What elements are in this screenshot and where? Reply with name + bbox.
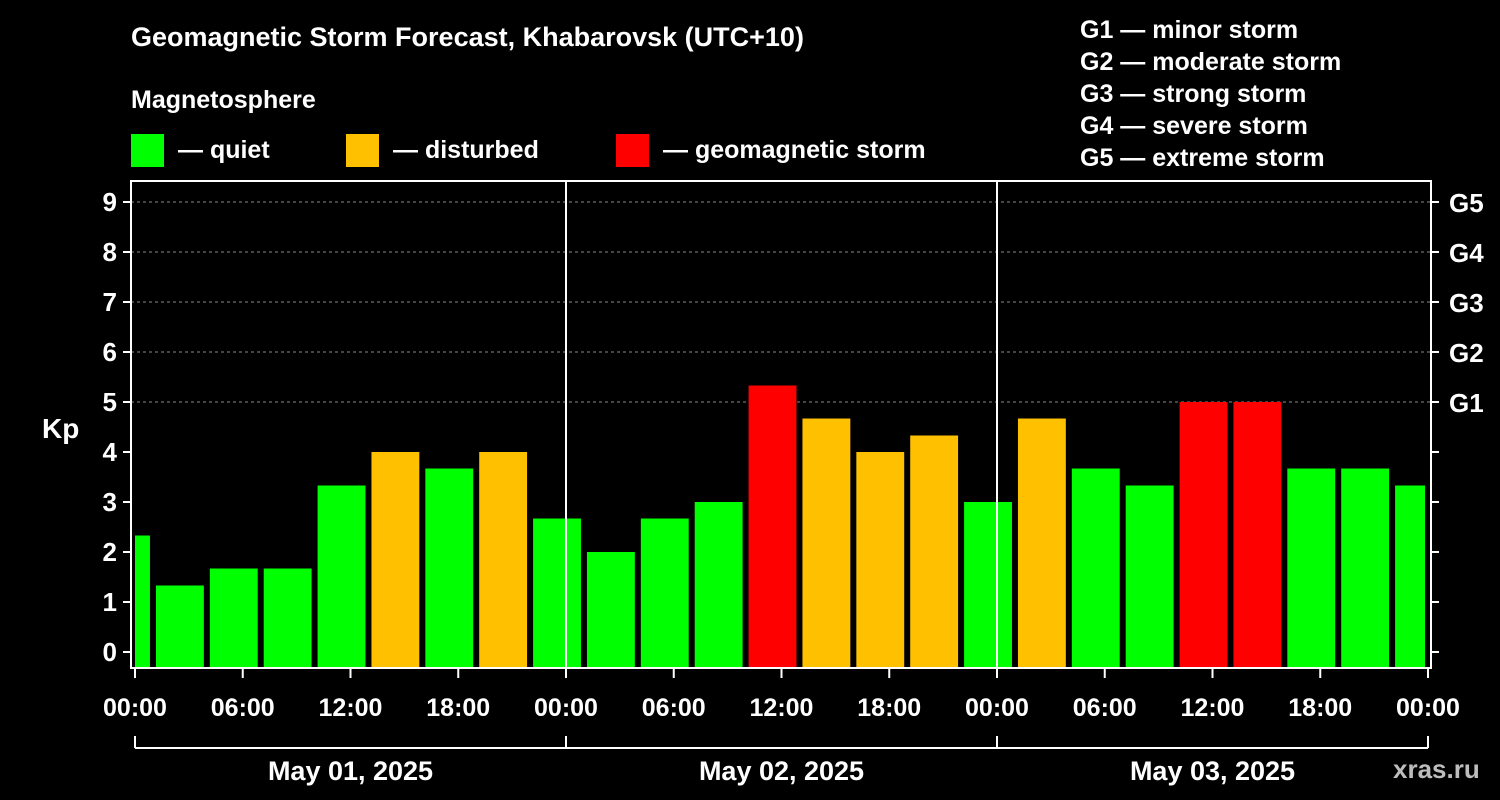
xtick-label-2: 12:00 <box>319 694 383 722</box>
bar-22 <box>1287 468 1336 668</box>
bar-7 <box>479 452 528 668</box>
bar-12 <box>748 385 797 668</box>
ytick-label-4: 4 <box>103 437 118 467</box>
xtick-label-12: 00:00 <box>1396 694 1460 722</box>
bar-19 <box>1125 485 1174 668</box>
legend-subtitle: Magnetosphere <box>131 86 316 114</box>
bar-15 <box>910 435 959 668</box>
xtick-label-5: 06:00 <box>642 694 706 722</box>
ytick-label-1: 1 <box>103 587 117 617</box>
legend-swatch-storm <box>616 133 649 167</box>
g-tick-label-G5: G5 <box>1449 188 1484 218</box>
g-tick-label-G4: G4 <box>1449 238 1484 268</box>
g-legend-g3: G3 — strong storm <box>1080 80 1307 108</box>
ytick-label-9: 9 <box>103 187 117 217</box>
bar-6 <box>425 468 474 668</box>
bar-17 <box>1017 418 1066 668</box>
ytick-label-0: 0 <box>103 637 117 667</box>
xtick-label-7: 18:00 <box>857 694 921 722</box>
bar-21 <box>1233 402 1282 668</box>
day-label-1: May 02, 2025 <box>699 756 864 786</box>
g-legend-g2: G2 — moderate storm <box>1080 48 1342 76</box>
g-legend-g4: G4 — severe storm <box>1080 112 1308 140</box>
xtick-label-8: 00:00 <box>965 694 1029 722</box>
bar-16 <box>964 502 1012 668</box>
bar-4 <box>317 485 366 668</box>
bar-11 <box>694 502 743 668</box>
xtick-label-4: 00:00 <box>534 694 598 722</box>
g-scale-legend: G1 — minor storm G2 — moderate storm G3 … <box>1080 14 1341 174</box>
legend-item-storm: — geomagnetic storm <box>616 133 926 167</box>
g-legend-g1: G1 — minor storm <box>1080 16 1299 44</box>
bar-18 <box>1071 468 1120 668</box>
xtick-label-9: 06:00 <box>1073 694 1137 722</box>
ytick-label-7: 7 <box>103 287 117 317</box>
legend-label-quiet: — quiet <box>178 135 270 164</box>
bar-10 <box>640 518 689 668</box>
chart-title: Geomagnetic Storm Forecast, Khabarovsk (… <box>131 22 804 52</box>
bar-8 <box>533 518 581 668</box>
g-tick-label-G2: G2 <box>1449 338 1484 368</box>
xtick-label-10: 12:00 <box>1181 694 1245 722</box>
ytick-label-3: 3 <box>103 487 117 517</box>
legend-swatch-disturbed <box>346 133 379 167</box>
xtick-label-11: 18:00 <box>1288 694 1352 722</box>
bar-23 <box>1341 468 1390 668</box>
bar-3 <box>263 568 312 668</box>
ytick-label-6: 6 <box>103 337 117 367</box>
bar-9 <box>586 552 635 668</box>
g-tick-label-G3: G3 <box>1449 288 1484 318</box>
watermark: xras.ru <box>1393 754 1480 784</box>
g-tick-label-G1: G1 <box>1449 388 1484 418</box>
legend-item-quiet: — quiet <box>131 133 270 167</box>
bar-1 <box>155 585 204 668</box>
xtick-label-1: 06:00 <box>211 694 275 722</box>
legend-label-disturbed: — disturbed <box>393 135 539 164</box>
day-label-2: May 03, 2025 <box>1130 756 1295 786</box>
legend-label-storm: — geomagnetic storm <box>663 135 926 164</box>
bar-5 <box>371 452 420 668</box>
xtick-label-6: 12:00 <box>750 694 814 722</box>
g-legend-g5: G5 — extreme storm <box>1080 144 1325 172</box>
xtick-label-3: 18:00 <box>426 694 490 722</box>
y-axis-label: Kp <box>42 413 79 444</box>
ytick-label-8: 8 <box>103 237 117 267</box>
day-label-0: May 01, 2025 <box>268 756 433 786</box>
ytick-label-5: 5 <box>103 387 117 417</box>
bar-0 <box>135 535 150 668</box>
bar-24 <box>1395 485 1425 668</box>
bar-14 <box>856 452 905 668</box>
legend-item-disturbed: — disturbed <box>346 133 539 167</box>
bar-2 <box>209 568 258 668</box>
bar-13 <box>802 418 851 668</box>
ytick-label-2: 2 <box>103 537 117 567</box>
legend-swatch-quiet <box>131 133 164 167</box>
bar-20 <box>1179 402 1228 668</box>
xtick-label-0: 00:00 <box>103 694 167 722</box>
